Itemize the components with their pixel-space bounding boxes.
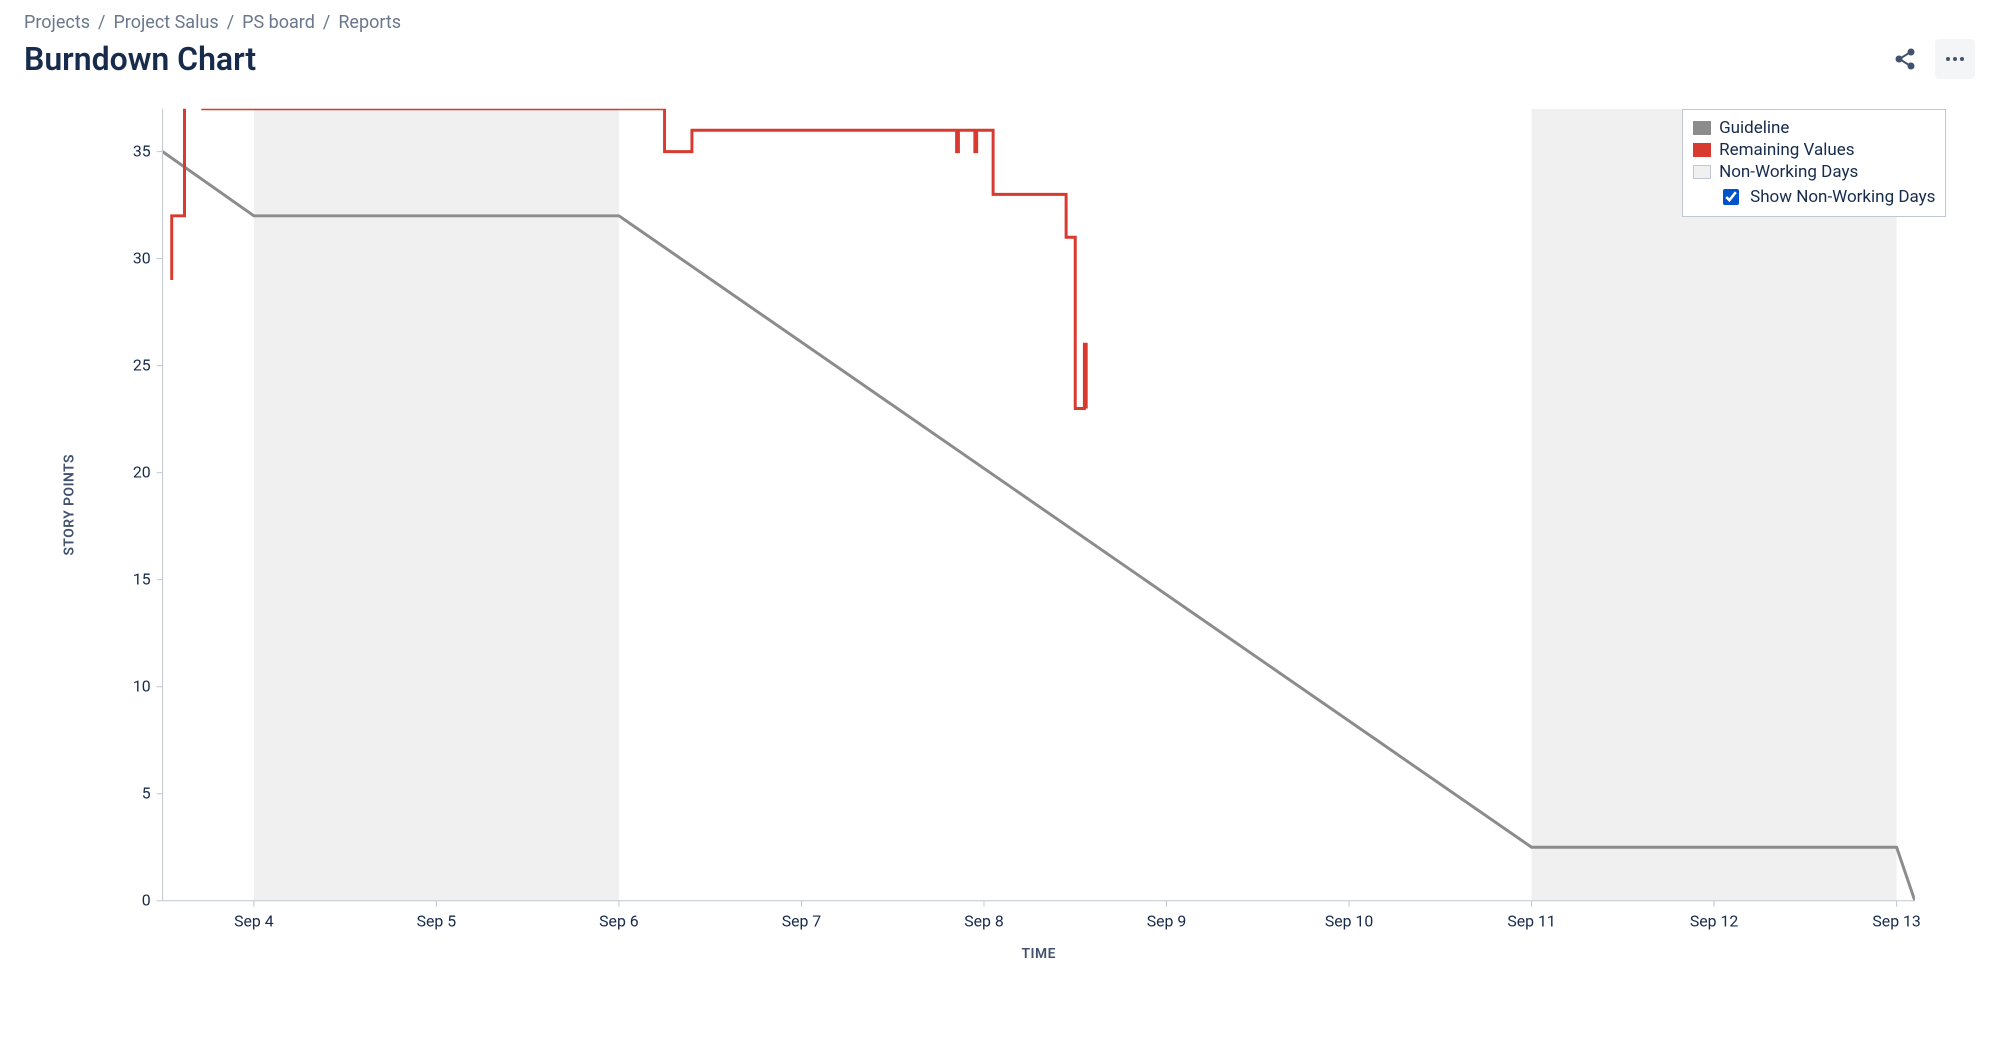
breadcrumb-separator: / [227,12,234,33]
legend-swatch-nonworking [1693,165,1711,179]
legend-swatch-guideline [1693,121,1711,135]
breadcrumb-item-ps-board[interactable]: PS board [242,12,315,33]
breadcrumb-separator: / [323,12,330,33]
svg-text:Sep 5: Sep 5 [417,912,457,931]
legend-swatch-remaining [1693,143,1711,157]
more-actions-button[interactable] [1935,39,1975,79]
svg-text:Sep 7: Sep 7 [782,912,822,931]
svg-text:Sep 10: Sep 10 [1325,912,1373,931]
svg-text:Sep 6: Sep 6 [599,912,639,931]
svg-text:0: 0 [142,891,151,910]
legend-show-nonworking-row: Show Non-Working Days [1693,186,1935,208]
svg-text:Sep 11: Sep 11 [1507,912,1555,931]
svg-text:25: 25 [133,356,151,375]
legend-checkbox-label: Show Non-Working Days [1750,187,1935,207]
svg-text:35: 35 [133,142,151,161]
svg-text:10: 10 [133,677,151,696]
legend-item-remaining[interactable]: Remaining Values [1693,140,1935,160]
svg-text:Sep 8: Sep 8 [964,912,1004,931]
svg-text:Sep 9: Sep 9 [1147,912,1187,931]
burndown-chart: 0 5 10 15 20 25 30 35 STORY POINTS Sep 4 Sep 5 Sep … [24,89,1975,960]
show-nonworking-checkbox[interactable] [1723,189,1739,205]
header-actions [1885,39,1975,79]
breadcrumb-separator: / [98,12,105,33]
breadcrumb: Projects / Project Salus / PS board / Re… [24,12,1975,33]
breadcrumb-item-projects[interactable]: Projects [24,12,90,33]
more-horizontal-icon [1943,47,1967,71]
svg-text:Sep 13: Sep 13 [1872,912,1920,931]
svg-text:5: 5 [142,784,151,803]
svg-text:TIME: TIME [1022,946,1056,960]
chart-legend: Guideline Remaining Values Non-Working D… [1682,109,1946,217]
legend-label: Remaining Values [1719,140,1854,160]
svg-text:Sep 12: Sep 12 [1690,912,1739,931]
legend-item-nonworking[interactable]: Non-Working Days [1693,162,1935,182]
breadcrumb-item-project-salus[interactable]: Project Salus [113,12,218,33]
svg-text:STORY POINTS: STORY POINTS [61,454,77,556]
legend-label: Guideline [1719,118,1789,138]
page-title: Burndown Chart [24,40,256,78]
breadcrumb-item-reports[interactable]: Reports [338,12,401,33]
legend-item-guideline[interactable]: Guideline [1693,118,1935,138]
legend-label: Non-Working Days [1719,162,1858,182]
burndown-chart-container: 0 5 10 15 20 25 30 35 STORY POINTS Sep 4 Sep 5 Sep … [24,89,1975,960]
svg-text:30: 30 [133,249,151,268]
share-button[interactable] [1885,39,1925,79]
share-icon [1893,47,1917,71]
svg-text:15: 15 [133,570,151,589]
svg-text:20: 20 [133,463,151,482]
svg-text:Sep 4: Sep 4 [234,912,274,931]
